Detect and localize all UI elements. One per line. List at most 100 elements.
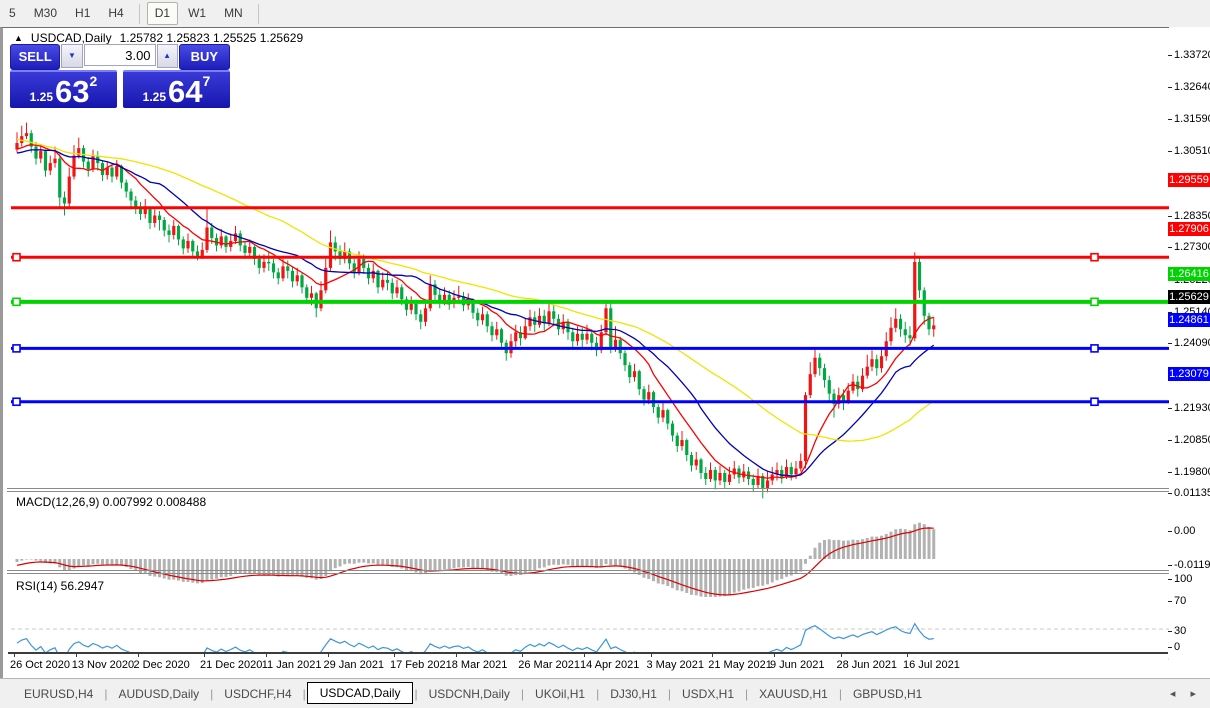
line-handle[interactable] — [12, 297, 21, 307]
tab-eurusd[interactable]: EURUSD,H4 — [24, 686, 94, 701]
timeframe-button-5[interactable]: 5 — [9, 6, 16, 20]
tab-separator: | — [838, 686, 842, 701]
tab-scroll-arrows[interactable]: ◂ ▸ — [1169, 688, 1202, 700]
tick-label: 0.00 — [1174, 525, 1196, 537]
sell-button[interactable]: SELL — [10, 44, 61, 70]
date-tick — [204, 654, 205, 657]
date-label: 17 Feb 2021 — [390, 659, 452, 671]
tick-dash — [1168, 215, 1172, 217]
timeframe-button-w1[interactable]: W1 — [188, 6, 207, 20]
tab-usdx[interactable]: USDX,H1 — [682, 686, 735, 701]
trade-controls-row: SELL ▼ ▲ BUY — [10, 44, 230, 70]
buy-button[interactable]: BUY — [178, 44, 230, 70]
tick-label: 0 — [1174, 641, 1181, 653]
tab-usdcnh[interactable]: USDCNH,Daily — [428, 686, 510, 701]
line-price-label: 1.24861 — [1168, 313, 1210, 328]
tick-label: 1.31590 — [1174, 112, 1210, 125]
timeframe-button-m30[interactable]: M30 — [33, 6, 58, 20]
line-handle[interactable] — [12, 252, 21, 262]
date-tick — [394, 654, 395, 657]
tick-label: 1.32640 — [1174, 81, 1210, 94]
tick-dash — [1168, 55, 1172, 57]
tick-dash — [1168, 440, 1172, 442]
pane-separator[interactable] — [7, 488, 1171, 489]
tab-separator: | — [210, 686, 214, 701]
line-handle[interactable] — [1090, 297, 1099, 307]
rsi-indicator-label: RSI(14) 56.2947 — [16, 579, 105, 593]
line-handle[interactable] — [12, 344, 21, 353]
pane-separator — [7, 573, 1171, 574]
volume-input[interactable] — [83, 44, 156, 66]
line-price-label: 1.29559 — [1168, 172, 1210, 187]
axis-tick: 1.33720 — [1168, 49, 1210, 61]
sell-price-prefix: 1.25 — [29, 90, 54, 104]
line-handle[interactable] — [1090, 344, 1099, 353]
axis-tick: 1.20850 — [1168, 434, 1210, 447]
axis-tick: 30 — [1168, 625, 1210, 637]
timeframe-button-mn[interactable]: MN — [224, 6, 243, 20]
date-tick — [14, 654, 15, 657]
tick-label: 100 — [1174, 572, 1193, 585]
line-handle[interactable] — [1090, 252, 1099, 262]
horizontal-lines-layer[interactable] — [11, 206, 1171, 407]
tick-label: 1.24090 — [1174, 337, 1210, 350]
collapse-icon[interactable]: ▲ — [14, 33, 23, 43]
date-label: 9 Jun 2021 — [770, 659, 825, 671]
timeframe-button-h1[interactable]: H1 — [75, 6, 91, 20]
moving-averages-layer — [16, 138, 935, 479]
one-click-trading-panel: SELL ▼ ▲ BUY 1.25 63 2 1.25 64 7 — [10, 44, 230, 108]
tab-gbpusd[interactable]: GBPUSD,H1 — [852, 686, 923, 701]
chart-symbol-title: USDCAD,Daily — [30, 31, 112, 45]
tab-dj30[interactable]: DJ30,H1 — [610, 686, 657, 701]
macd-pane[interactable] — [11, 517, 1171, 597]
tick-dash — [1168, 408, 1172, 410]
date-tick — [650, 654, 652, 657]
tick-dash — [1168, 247, 1172, 249]
axis-tick: 1.30510 — [1168, 145, 1210, 157]
date-tick — [265, 654, 267, 657]
date-tick — [774, 654, 775, 657]
tick-label: 1.19800 — [1174, 465, 1210, 478]
tick-dash — [1168, 343, 1172, 345]
date-tick — [455, 654, 457, 657]
axis-tick: -0.011904 — [1168, 559, 1210, 571]
axis-tick: 0 — [1168, 641, 1210, 653]
line-handle[interactable] — [12, 397, 21, 407]
axis-tick: 1.31590 — [1168, 112, 1210, 125]
pane-separator[interactable] — [7, 570, 1171, 571]
toolbar-separator — [257, 3, 259, 24]
line-handle[interactable] — [1090, 397, 1099, 407]
tab-usdcad[interactable]: USDCAD,Daily — [306, 681, 414, 704]
date-label: 21 Dec 2020 — [200, 659, 263, 671]
timeframe-button-d1[interactable]: D1 — [146, 2, 179, 25]
toolbar-separator — [138, 3, 140, 24]
tab-audusd[interactable]: AUDUSD,Daily — [118, 686, 200, 701]
sell-price-box[interactable]: 1.25 63 2 — [10, 70, 117, 108]
date-tick — [712, 654, 714, 657]
price-axis: 1.337201.326401.315901.305101.294501.283… — [1168, 27, 1210, 676]
axis-tick: 1.27300 — [1168, 241, 1210, 253]
macd-indicator-label: MACD(12,26,9) 0.007992 0.008488 — [16, 495, 207, 509]
tab-xauusd[interactable]: XAUUSD,H1 — [759, 686, 828, 701]
volume-increase-button[interactable]: ▲ — [156, 44, 178, 68]
tick-dash — [1168, 565, 1172, 566]
date-tick — [522, 654, 524, 657]
tick-label: 1.20850 — [1174, 434, 1210, 447]
buy-price-box[interactable]: 1.25 64 7 — [123, 70, 230, 108]
main-price-chart[interactable] — [11, 58, 1171, 515]
timeframe-button-h4[interactable]: H4 — [108, 6, 124, 20]
sell-price-big: 63 — [55, 74, 90, 109]
date-label: 3 May 2021 — [646, 659, 704, 671]
tab-ukoil[interactable]: UKOil,H1 — [535, 686, 586, 701]
tick-dash — [1168, 531, 1172, 532]
tick-label: -0.011904 — [1174, 559, 1210, 571]
tick-dash — [1168, 631, 1172, 632]
date-label: 2 Dec 2020 — [133, 659, 190, 671]
axis-tick: 1.21930 — [1168, 402, 1210, 414]
volume-decrease-button[interactable]: ▼ — [61, 44, 83, 68]
tab-separator: | — [302, 686, 306, 701]
tick-dash — [1168, 578, 1172, 580]
tab-usdchf[interactable]: USDCHF,H4 — [224, 686, 292, 701]
date-label: 26 Oct 2020 — [10, 659, 70, 671]
